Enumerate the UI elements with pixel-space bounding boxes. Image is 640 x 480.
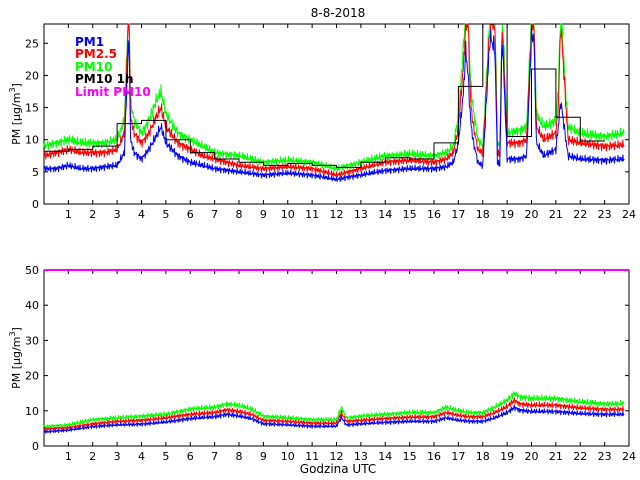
panel-top-ylabel: PM [μg/m3]: [8, 83, 23, 145]
x-tick-label: 14: [378, 450, 392, 463]
legend: PM1 PM2.5 PM10 PM10 1h Limit PM10: [75, 35, 151, 99]
x-tick-label: 17: [451, 450, 465, 463]
x-axis-label: Godzina UTC: [300, 462, 376, 476]
x-tick-label: 13: [354, 450, 368, 463]
x-tick-label: 18: [476, 450, 490, 463]
x-tick-label: 1: [65, 450, 72, 463]
x-tick-label: 22: [573, 208, 587, 221]
legend-pm1: PM1: [75, 35, 104, 49]
y-tick-label: 0: [32, 198, 39, 211]
x-tick-label: 17: [451, 208, 465, 221]
legend-pm10: PM10: [75, 60, 112, 74]
x-tick-label: 9: [260, 450, 267, 463]
x-tick-label: 13: [354, 208, 368, 221]
x-tick-label: 15: [403, 450, 417, 463]
x-tick-label: 11: [305, 208, 319, 221]
x-tick-label: 15: [403, 208, 417, 221]
series-pm2-5-top: [43, 23, 625, 178]
y-tick-label: 10: [25, 405, 39, 418]
x-tick-label: 24: [622, 208, 636, 221]
legend-pm25: PM2.5: [75, 47, 117, 61]
x-tick-label: 1: [65, 208, 72, 221]
x-tick-label: 4: [138, 208, 145, 221]
x-tick-label: 20: [525, 208, 539, 221]
x-tick-label: 3: [114, 450, 121, 463]
y-tick-label: 30: [25, 334, 39, 347]
y-tick-label: 15: [25, 102, 39, 115]
panel-bottom: 1 2 3 4 5 6 7 8 9 10 11 12 13 14 15 16 17 18 19 20 21 22 23 240…: [8, 264, 636, 476]
x-tick-label: 23: [598, 208, 612, 221]
x-tick-label: 12: [330, 450, 344, 463]
panel-top-tick-labels: 1 2 3 4 5 6 7 8 9 10 11 12 13 14 15 16 17 18 19 20 21 22 23 240…: [25, 37, 636, 221]
series-pm10-1h-top: [44, 23, 605, 168]
x-tick-label: 24: [622, 450, 636, 463]
panel-top-series: [43, 23, 625, 182]
series-pm1-top: [43, 25, 625, 182]
x-tick-label: 5: [162, 450, 169, 463]
x-tick-label: 4: [138, 450, 145, 463]
x-tick-label: 18: [476, 208, 490, 221]
x-tick-label: 8: [236, 208, 243, 221]
panel-bottom-series: [43, 269, 629, 434]
y-tick-label: 40: [25, 299, 39, 312]
series-pm10-top: [43, 23, 625, 172]
x-tick-label: 3: [114, 208, 121, 221]
x-tick-label: 23: [598, 450, 612, 463]
x-tick-label: 19: [500, 450, 514, 463]
series-pm10-bottom: [43, 391, 625, 429]
panel-top: 1 2 3 4 5 6 7 8 9 10 11 12 13 14 15 16 17 18 19 20 21 22 23 240…: [8, 23, 636, 221]
x-tick-label: 2: [89, 450, 96, 463]
y-tick-label: 20: [25, 69, 39, 82]
x-tick-label: 22: [573, 450, 587, 463]
x-tick-label: 20: [525, 450, 539, 463]
x-tick-label: 9: [260, 208, 267, 221]
x-tick-label: 6: [187, 208, 194, 221]
x-tick-label: 10: [281, 208, 295, 221]
legend-limit-pm10: Limit PM10: [75, 85, 151, 99]
x-tick-label: 16: [427, 450, 441, 463]
y-tick-label: 20: [25, 370, 39, 383]
y-tick-label: 50: [25, 264, 39, 277]
x-tick-label: 14: [378, 208, 392, 221]
x-tick-label: 6: [187, 450, 194, 463]
panel-top-ticks: [44, 24, 630, 205]
y-tick-label: 5: [32, 166, 39, 179]
x-tick-label: 19: [500, 208, 514, 221]
x-tick-label: 2: [89, 208, 96, 221]
x-tick-label: 5: [162, 208, 169, 221]
x-tick-label: 21: [549, 208, 563, 221]
series-pm2-5-bottom: [43, 397, 625, 432]
x-tick-label: 8: [236, 450, 243, 463]
panel-bottom-ylabel: PM [μg/m3]: [8, 327, 23, 389]
y-tick-label: 10: [25, 134, 39, 147]
x-tick-label: 21: [549, 450, 563, 463]
legend-pm10-1h: PM10 1h: [75, 72, 134, 86]
x-tick-label: 7: [211, 450, 218, 463]
chart-title: 8-8-2018: [311, 6, 365, 20]
x-tick-label: 10: [281, 450, 295, 463]
x-tick-label: 12: [330, 208, 344, 221]
y-tick-label: 0: [32, 440, 39, 453]
x-tick-label: 11: [305, 450, 319, 463]
x-tick-label: 7: [211, 208, 218, 221]
y-tick-label: 25: [25, 37, 39, 50]
x-tick-label: 16: [427, 208, 441, 221]
panel-bottom-tick-labels: 1 2 3 4 5 6 7 8 9 10 11 12 13 14 15 16 17 18 19 20 21 22 23 240…: [25, 264, 636, 463]
series-pm1-bottom: [43, 404, 625, 434]
